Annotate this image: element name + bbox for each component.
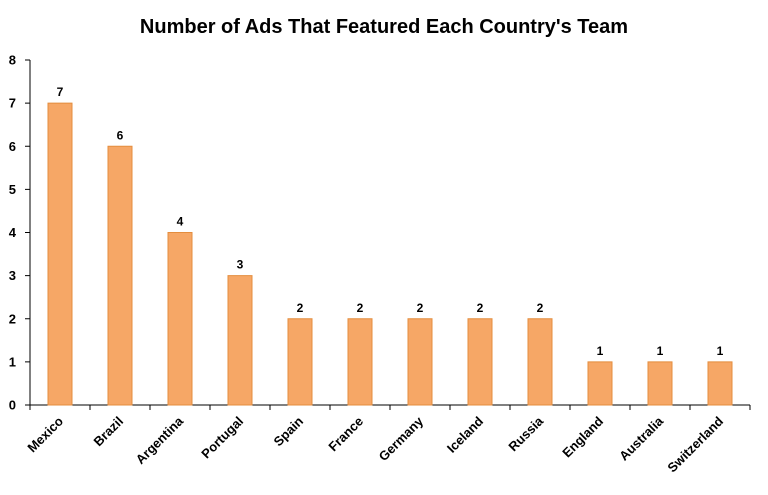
- y-tick-label: 7: [9, 96, 16, 111]
- bar-portugal: [227, 275, 253, 406]
- bar-australia: [647, 361, 673, 406]
- category-label: Australia: [616, 413, 666, 463]
- bar-france: [347, 318, 373, 406]
- bars-group: [47, 102, 733, 406]
- category-label: Germany: [376, 413, 427, 464]
- category-label: Iceland: [444, 413, 486, 455]
- bar-mexico: [47, 102, 73, 406]
- category-labels-group: Mexico Brazil Argentina Portugal Spain France…: [24, 413, 726, 475]
- y-tick-label: 6: [9, 139, 16, 154]
- bar-england: [587, 361, 613, 406]
- data-label: 3: [237, 258, 244, 272]
- data-label: 2: [357, 301, 364, 315]
- y-tick-label: 8: [9, 53, 16, 68]
- y-tick-label: 5: [9, 182, 16, 197]
- x-axis: [29, 404, 751, 410]
- bar-switzerland: [707, 361, 733, 406]
- data-label: 1: [717, 344, 724, 358]
- y-tick-label: 3: [9, 268, 16, 283]
- category-label: Mexico: [24, 413, 66, 455]
- data-label: 6: [117, 128, 124, 142]
- data-label: 2: [537, 301, 544, 315]
- bar-spain: [287, 318, 313, 406]
- bar-iceland: [467, 318, 493, 406]
- data-label: 4: [177, 215, 184, 229]
- bar-germany: [407, 318, 433, 406]
- data-label: 1: [597, 344, 604, 358]
- data-label: 2: [417, 301, 424, 315]
- category-label: France: [325, 414, 366, 455]
- category-label: Switzerland: [664, 413, 726, 475]
- data-label: 2: [297, 301, 304, 315]
- category-label: Portugal: [198, 414, 246, 462]
- y-axis: 0 1 2 3 4 5 6 7 8: [9, 53, 31, 413]
- data-labels-group: 7 6 4 3 2 2 2 2 2 1 1 1: [57, 85, 724, 358]
- category-label: Brazil: [90, 414, 126, 450]
- category-label: Argentina: [133, 413, 187, 467]
- chart-title: Number of Ads That Featured Each Country…: [140, 16, 628, 38]
- category-label: Spain: [270, 413, 306, 449]
- category-label: England: [559, 413, 606, 460]
- bar-brazil: [107, 145, 133, 406]
- bar-russia: [527, 318, 553, 406]
- y-tick-label: 2: [9, 311, 16, 326]
- data-label: 2: [477, 301, 484, 315]
- category-label: Russia: [505, 413, 546, 454]
- y-tick-label: 0: [9, 398, 16, 413]
- y-tick-label: 4: [9, 225, 17, 240]
- bar-argentina: [167, 232, 193, 406]
- data-label: 7: [57, 85, 64, 99]
- y-tick-label: 1: [9, 354, 16, 369]
- data-label: 1: [657, 344, 664, 358]
